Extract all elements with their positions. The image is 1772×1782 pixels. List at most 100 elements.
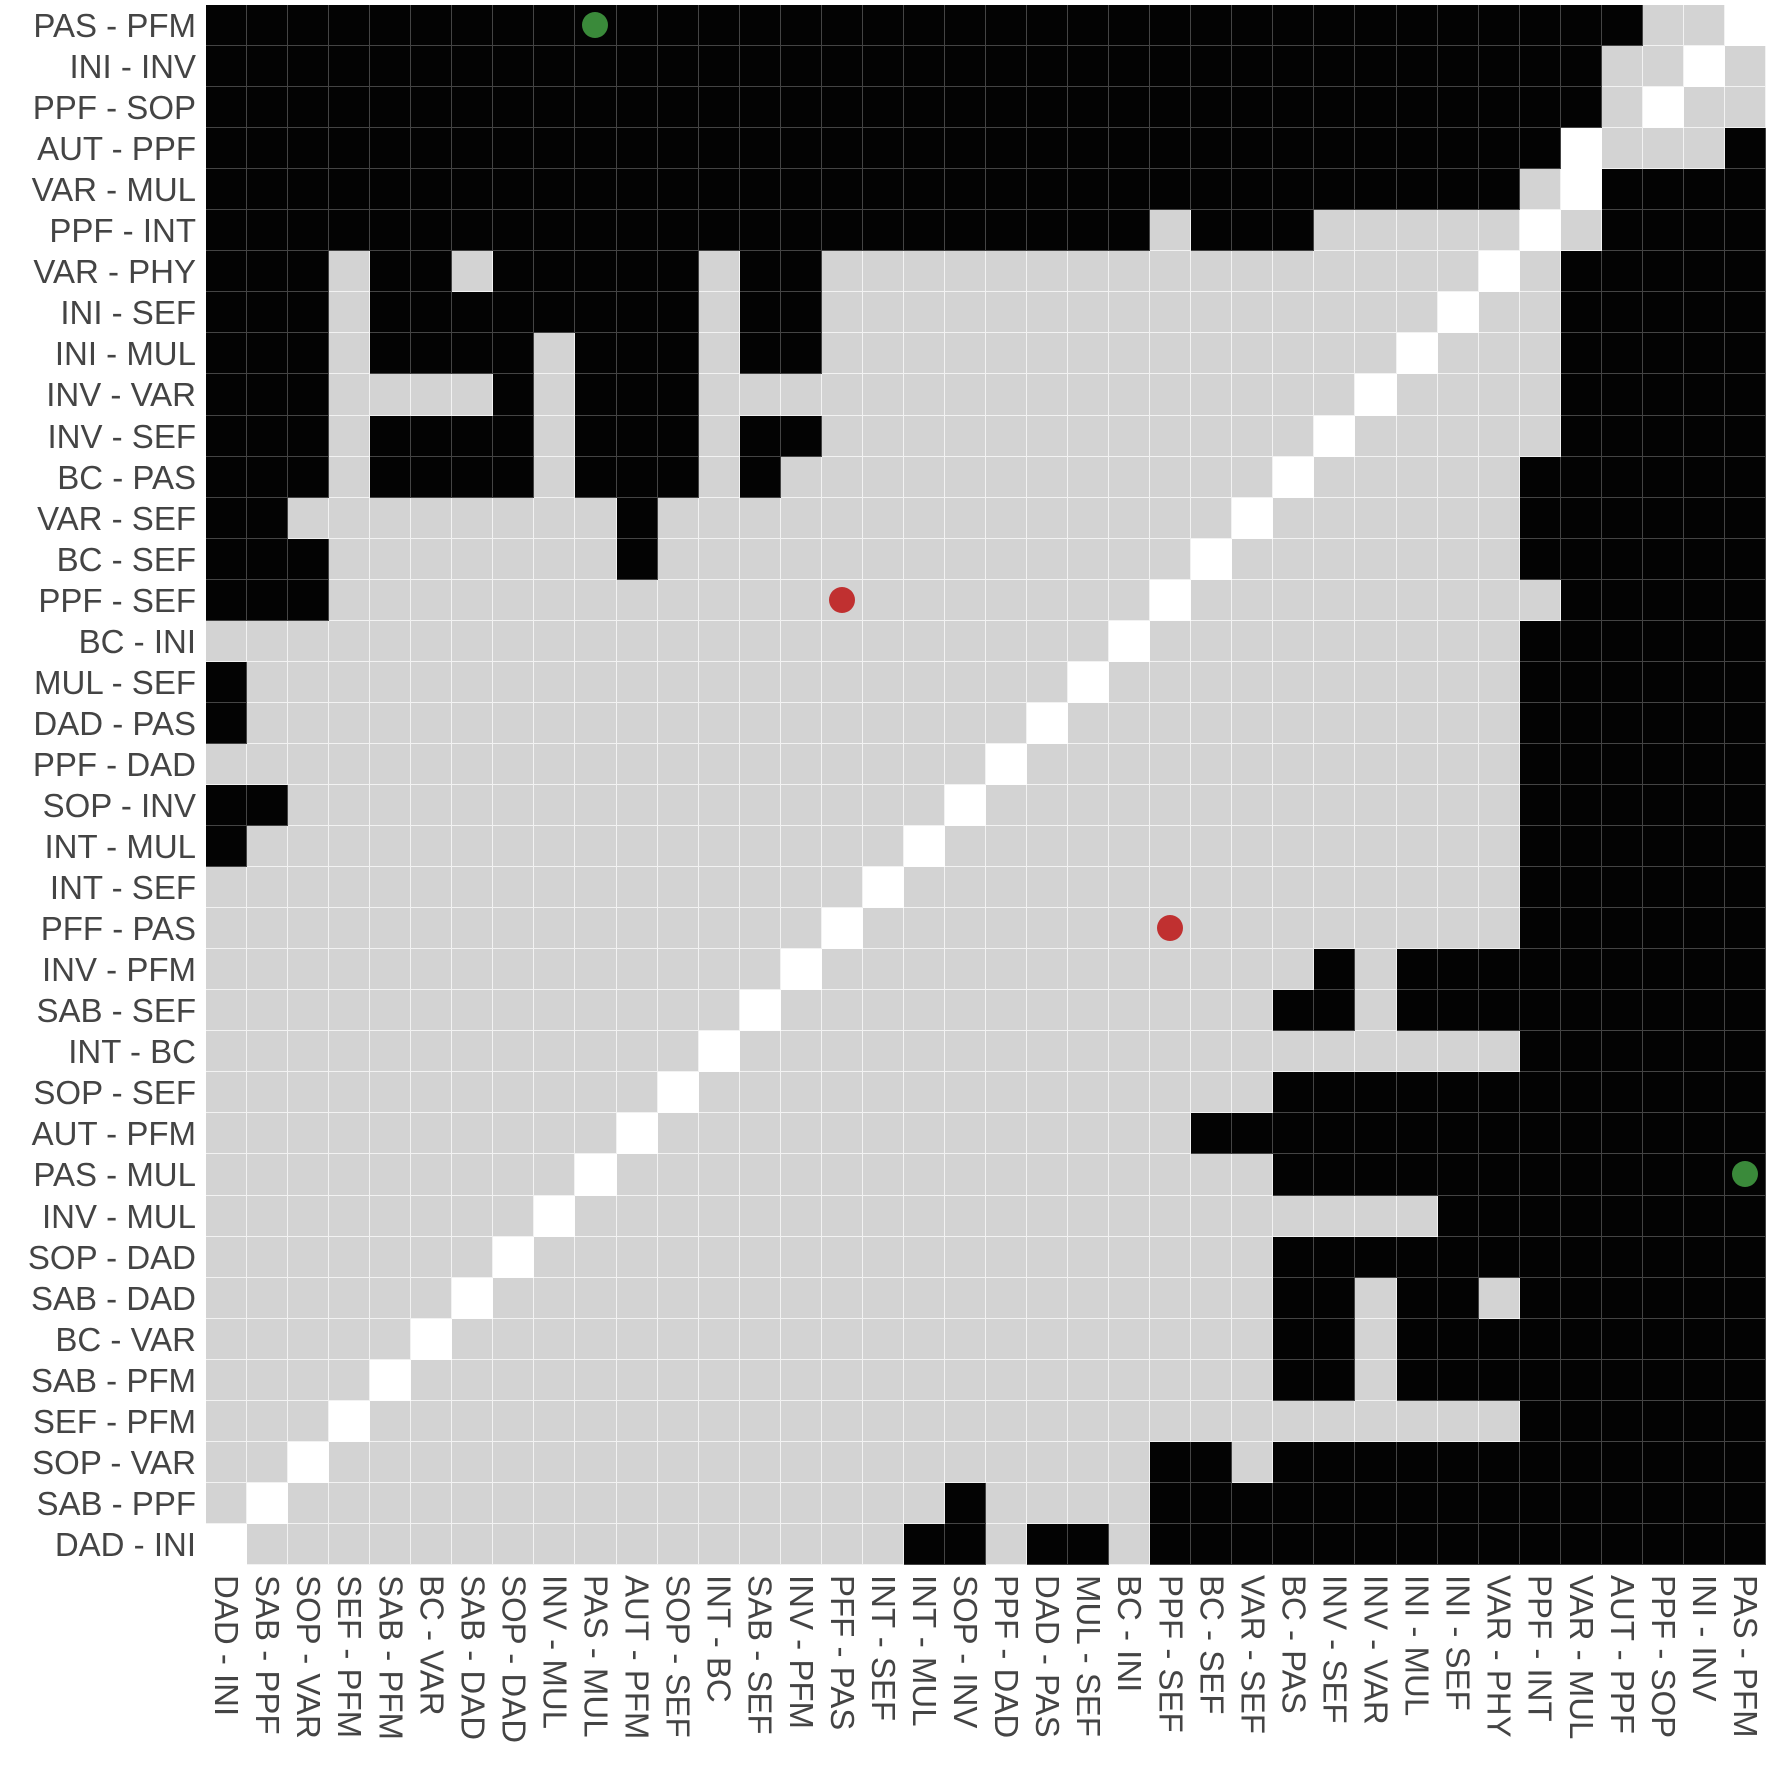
matrix-cell [288,5,330,47]
matrix-cell [329,1195,371,1237]
matrix-cell [862,1154,904,1196]
matrix-cell [616,1400,658,1442]
matrix-cell [575,5,617,47]
matrix-cell [575,867,617,909]
matrix-cell [1068,456,1110,498]
matrix-cell [944,1154,986,1196]
matrix-cell [247,1113,289,1155]
matrix-cell [534,1236,576,1278]
matrix-cell [903,1523,945,1565]
row-label: SAB - PPF [36,1484,196,1522]
matrix-cell [1273,1441,1315,1483]
matrix-cell [1150,538,1192,580]
matrix-cell [821,1113,863,1155]
matrix-cell [1724,784,1766,827]
matrix-cell [452,5,494,47]
matrix-cell [1314,169,1356,211]
matrix-cell [1683,1113,1725,1155]
matrix-cell [1027,867,1069,909]
matrix-cell [1355,1441,1397,1483]
matrix-cell [903,46,945,88]
matrix-cell [985,374,1028,416]
matrix-cell [1150,1318,1192,1360]
matrix-cell [1027,1359,1069,1401]
matrix-cell [1683,456,1725,498]
matrix-cell [329,1277,371,1319]
matrix-cell [739,784,781,827]
matrix-cell [411,5,453,47]
matrix-cell [698,1236,740,1278]
matrix-cell [1560,1359,1602,1401]
matrix-cell [288,292,330,334]
matrix-cell [452,374,494,416]
matrix-cell [1273,128,1315,170]
matrix-cell [1642,1400,1684,1442]
matrix-cell [575,333,617,375]
matrix-cell [329,456,371,498]
matrix-cell [903,169,945,211]
matrix-cell [1478,1072,1520,1114]
matrix-cell [1191,579,1233,621]
matrix-cell [1478,826,1520,868]
matrix-cell [1601,1113,1643,1155]
matrix-cell [1560,1400,1602,1442]
matrix-cell [1642,128,1684,170]
matrix-cell [1560,292,1602,334]
row-label: PPF - SOP [32,89,196,127]
matrix-cell [985,908,1028,950]
matrix-cell [575,784,617,827]
matrix-cell [739,867,781,909]
matrix-cell [206,292,248,334]
matrix-cell [1109,128,1151,170]
matrix-cell [1601,1482,1643,1524]
matrix-cell [1109,908,1151,950]
column-label: PPF - SOP [1644,1575,1682,1739]
matrix-cell [411,990,453,1032]
matrix-cell [1519,1072,1561,1114]
matrix-cell [534,210,576,252]
matrix-cell [944,251,986,293]
matrix-cell [1724,579,1766,621]
column-label: PFF - PAS [823,1575,861,1731]
matrix-cell [1191,497,1233,539]
matrix-cell [1068,1154,1110,1196]
matrix-cell [370,661,412,703]
matrix-cell [206,908,248,950]
matrix-cell [1232,292,1274,334]
matrix-cell [1396,538,1438,580]
matrix-cell [534,949,576,991]
matrix-cell [616,784,658,827]
matrix-cell [616,128,658,170]
matrix-cell [1191,46,1233,88]
matrix-cell [411,702,453,744]
matrix-cell [1396,867,1438,909]
matrix-cell [1478,292,1520,334]
matrix-cell [1560,1154,1602,1196]
matrix-cell [1355,908,1397,950]
matrix-cell [657,1400,699,1442]
matrix-cell [739,1441,781,1483]
matrix-cell [1560,867,1602,909]
matrix-cell [698,1441,740,1483]
matrix-cell [1027,128,1069,170]
matrix-cell [534,1400,576,1442]
matrix-cell [493,867,535,909]
matrix-cell [1724,169,1766,211]
matrix-cell [1601,87,1643,129]
matrix-cell [698,374,740,416]
matrix-cell [1027,826,1069,868]
matrix-cell [1478,784,1520,827]
matrix-cell [862,5,904,47]
matrix-cell [1560,1072,1602,1114]
matrix-cell [1478,538,1520,580]
matrix-cell [616,990,658,1032]
diagonal-cell [1027,702,1069,744]
matrix-cell [1191,1441,1233,1483]
matrix-cell [1150,333,1192,375]
matrix-cell [698,702,740,744]
matrix-cell [1642,1072,1684,1114]
matrix-cell [1027,1441,1069,1483]
matrix-cell [1191,1195,1233,1237]
matrix-cell [329,620,371,662]
matrix-cell [1601,1031,1643,1073]
